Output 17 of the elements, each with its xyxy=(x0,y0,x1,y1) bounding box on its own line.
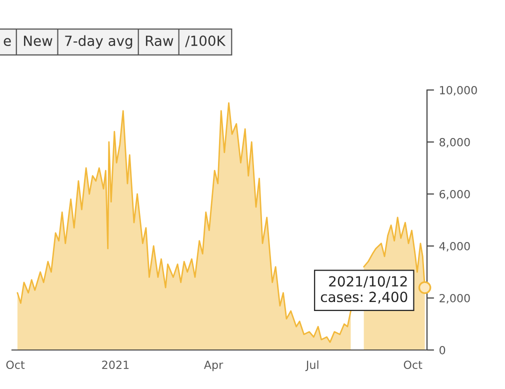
annotation: 2021/10/12 cases: 2,400 xyxy=(320,276,408,304)
x-tick-label: Apr xyxy=(204,360,224,372)
text: /100K xyxy=(185,36,226,48)
y-tick-label: 6,000 xyxy=(440,190,470,200)
y-tick-label: 8,000 xyxy=(440,138,470,148)
x-tick-label: Oct xyxy=(6,360,25,370)
x-tick-label: 2021 xyxy=(102,360,129,370)
y-tick-label: 10,000 xyxy=(440,86,477,96)
text: Raw xyxy=(146,36,174,46)
y-tick-label: 0 xyxy=(440,346,446,354)
text: 7-day avg xyxy=(65,35,132,49)
y-tick-label: 2,000 xyxy=(440,294,470,304)
text: New xyxy=(24,36,52,46)
x-tick-label: Oct xyxy=(404,360,422,370)
text: e xyxy=(4,38,11,46)
y-tick-label: 4,000 xyxy=(439,242,470,252)
x-tick-label: Jul xyxy=(305,360,318,372)
